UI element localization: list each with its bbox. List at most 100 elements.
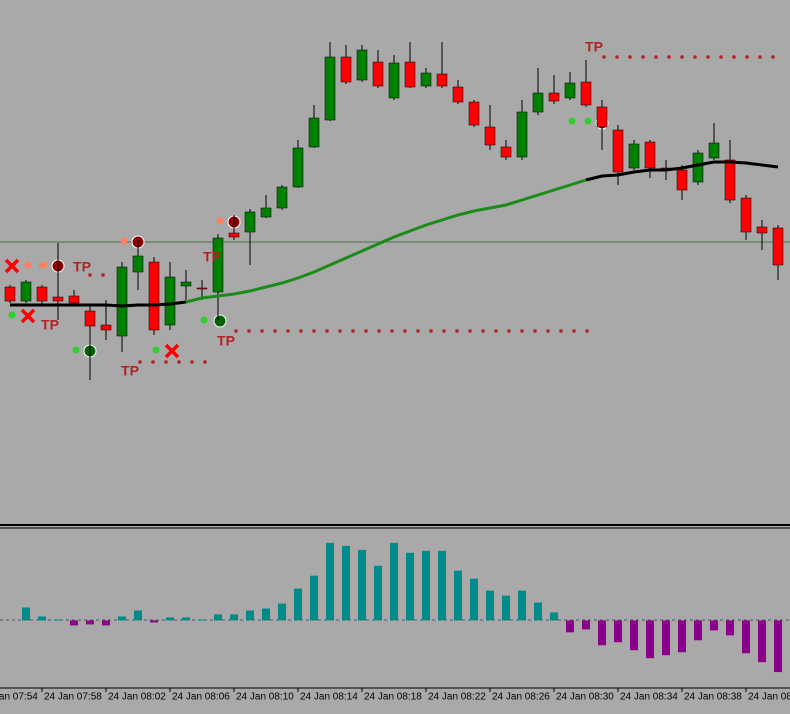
histogram-bar	[518, 590, 526, 621]
signal-dot	[40, 261, 48, 269]
moving-average	[10, 160, 779, 308]
tp-label: TP	[41, 317, 59, 333]
x-tick-label: 24 Jan 08:06	[172, 692, 230, 703]
tp-dot	[572, 329, 576, 333]
candle-body	[164, 276, 176, 326]
tp-dot	[390, 329, 394, 333]
tp-dot	[585, 329, 589, 333]
histogram-bar	[166, 617, 174, 621]
candle-body	[452, 86, 464, 103]
candle-body	[580, 81, 592, 106]
tp-dot	[628, 55, 632, 59]
histogram-bar	[678, 620, 686, 653]
tp-dot	[416, 329, 420, 333]
tp-dot	[351, 329, 355, 333]
candle-body	[148, 261, 160, 331]
histogram-bar	[326, 542, 334, 621]
candle-body	[228, 232, 240, 238]
signal-dot	[120, 237, 128, 245]
tp-dot	[325, 329, 329, 333]
signal-dot	[584, 117, 592, 125]
histogram-bar	[38, 616, 46, 621]
x-tick-label: 24 Jan 08:34	[620, 692, 678, 703]
tp-dot	[138, 360, 142, 364]
signal-dot	[152, 346, 160, 354]
histogram-bar	[70, 620, 78, 626]
tp-dot	[745, 55, 749, 59]
histogram-bar	[118, 616, 126, 621]
candle-body	[36, 286, 48, 302]
candle-body	[292, 147, 304, 188]
x-tick-label: 24 Jan 08:42	[748, 692, 790, 703]
signal-dot	[72, 346, 80, 354]
entry-marker	[213, 314, 227, 328]
tp-dot	[615, 55, 619, 59]
candle-body	[676, 169, 688, 191]
candle-body	[308, 117, 320, 148]
signal-dot	[216, 217, 224, 225]
tp-dot	[706, 55, 710, 59]
histogram-bar	[710, 620, 718, 631]
histogram-bar	[534, 602, 542, 621]
candle-body	[628, 143, 640, 169]
candle-body	[324, 56, 336, 121]
candle-body	[132, 255, 144, 273]
tp-dot	[260, 329, 264, 333]
candle-body	[196, 287, 208, 290]
tp-dot	[533, 329, 537, 333]
candle-body	[740, 197, 752, 233]
candle-body	[468, 101, 480, 126]
candle-body	[388, 62, 400, 99]
candle-body	[68, 295, 80, 304]
histogram-bar	[662, 620, 670, 656]
tp-dot	[247, 329, 251, 333]
tp-dot	[190, 360, 194, 364]
x-tick-label: 24 Jan 08:02	[108, 692, 166, 703]
tp-dot	[494, 329, 498, 333]
tp-dot	[299, 329, 303, 333]
candle-body	[708, 142, 720, 159]
candle-body	[772, 227, 784, 266]
candle-body	[180, 281, 192, 287]
tp-dot	[88, 273, 92, 277]
x-tick-label: 24 Jan 08:26	[492, 692, 550, 703]
candle-body	[340, 56, 352, 83]
tp-dot	[203, 360, 207, 364]
candle-body	[116, 266, 128, 337]
x-tick-label: 24 Jan 08:38	[684, 692, 742, 703]
candle-body	[692, 152, 704, 183]
x-tick-label: 24 Jan 08:18	[364, 692, 422, 703]
candle-body	[404, 61, 416, 88]
tp-dot	[455, 329, 459, 333]
histogram-bar	[198, 619, 206, 621]
candle-body	[420, 72, 432, 87]
histogram-bar	[598, 620, 606, 646]
candle-body	[100, 324, 112, 331]
candle-body	[356, 49, 368, 81]
tp-dot	[312, 329, 316, 333]
x-tick-label: 24 Jan 08:10	[236, 692, 294, 703]
histogram-bar	[550, 612, 558, 621]
candle-body	[84, 310, 96, 327]
histogram-bar	[374, 565, 382, 621]
tp-dot	[771, 55, 775, 59]
histogram-bar	[86, 620, 94, 625]
candle-body	[724, 159, 736, 201]
candle-body	[20, 281, 32, 302]
histogram-bar	[134, 610, 142, 621]
candle-body	[756, 226, 768, 234]
tp-dot	[468, 329, 472, 333]
histogram-bar	[358, 549, 366, 621]
x-tick-label: 24 Jan 08:14	[300, 692, 358, 703]
histogram-bar	[614, 620, 622, 643]
tp-dot	[719, 55, 723, 59]
candle-body	[276, 186, 288, 209]
tp-dot	[654, 55, 658, 59]
histogram-bar	[774, 620, 782, 673]
histogram-bar	[22, 607, 30, 621]
histogram-bar	[422, 550, 430, 621]
moving-average	[185, 178, 587, 304]
histogram-bar	[646, 620, 654, 659]
histogram-bar	[310, 575, 318, 621]
